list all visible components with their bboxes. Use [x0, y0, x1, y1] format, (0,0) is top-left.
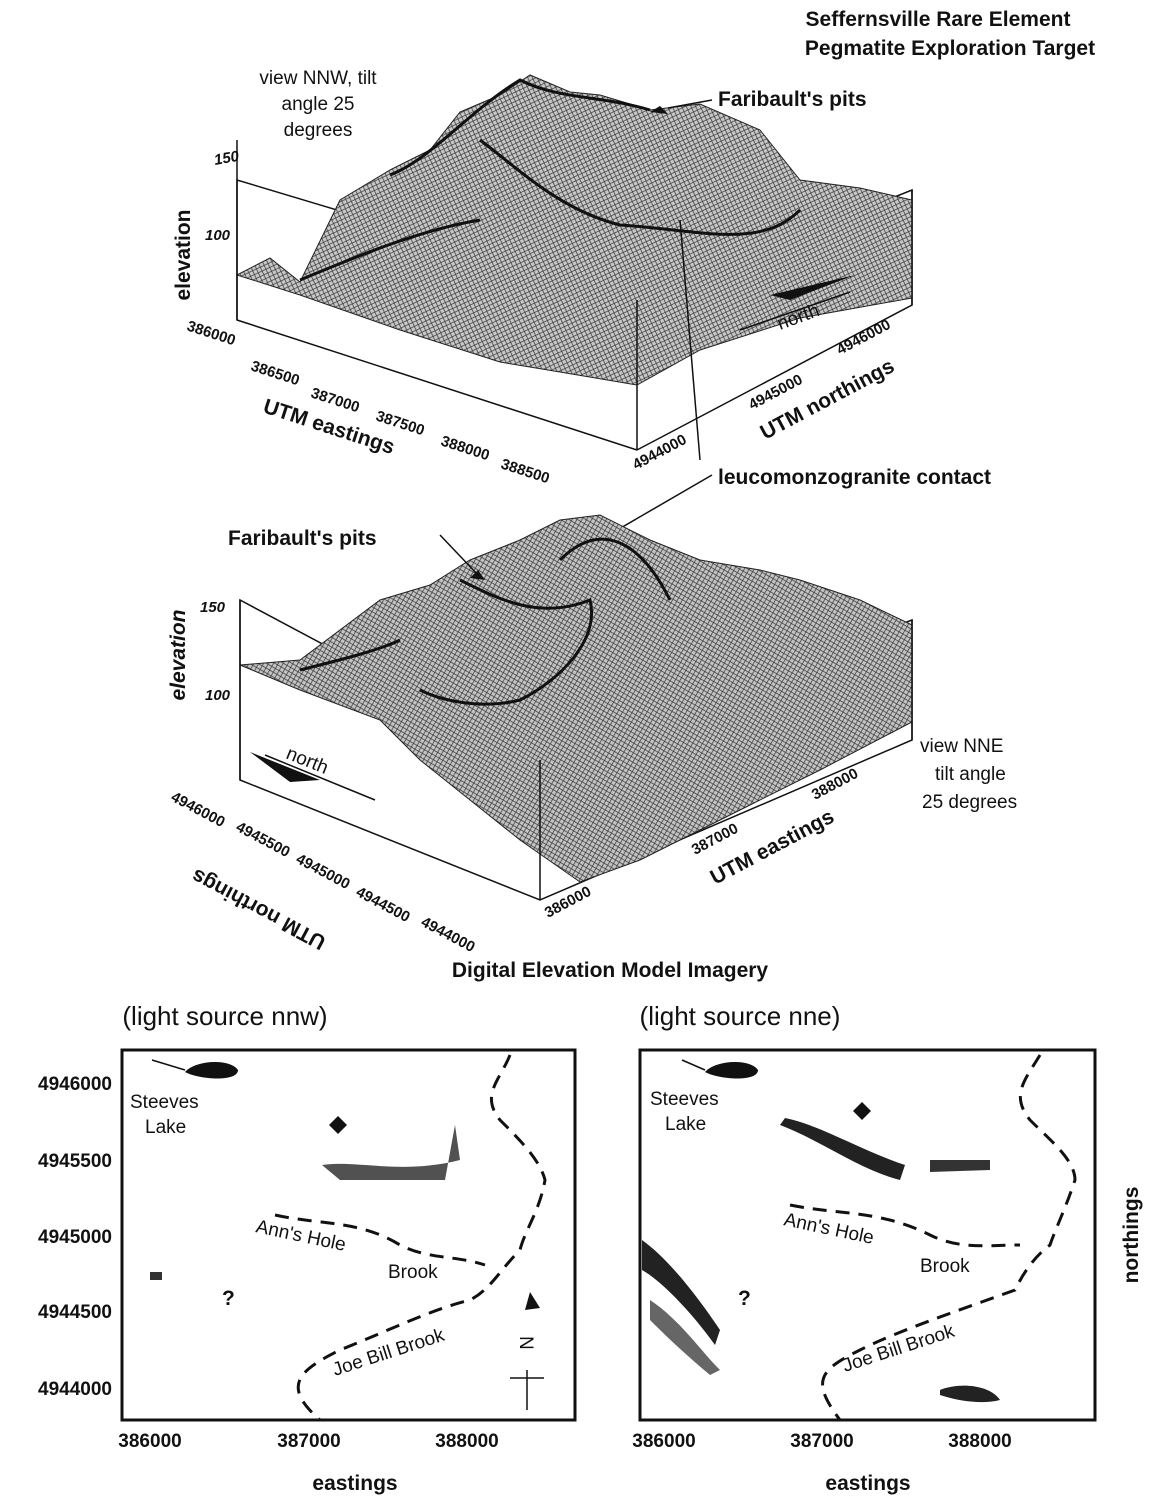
y-label: northings	[1120, 1187, 1143, 1284]
x-tick: 387000	[790, 1431, 853, 1452]
note: view NNE	[920, 736, 1003, 757]
shape	[150, 1272, 162, 1280]
lake-label: Steeves	[130, 1092, 199, 1113]
title: Seffernsville Rare Element	[806, 8, 1071, 31]
y-tick: 4945500	[233, 819, 293, 861]
bottom-surface	[240, 515, 912, 900]
x-tick: 388000	[435, 1431, 498, 1452]
dem-title: Digital Elevation Model Imagery	[452, 959, 769, 982]
pits-label: Faribault's pits	[228, 527, 377, 550]
contact-label: leucomonzogranite contact	[718, 466, 991, 489]
x-tick: 386000	[185, 318, 238, 350]
x-tick: 386000	[632, 1431, 695, 1452]
north-label: N	[515, 1336, 536, 1350]
pits-label: Faribault's pits	[718, 88, 867, 111]
z-tick: 100	[205, 227, 231, 244]
y-tick: 4945000	[293, 851, 353, 893]
x-tick: 386500	[249, 358, 302, 390]
y-tick: 4945000	[38, 1227, 112, 1248]
figure: Seffernsville Rare Element Pegmatite Exp…	[0, 0, 1152, 1500]
x-tick: 388500	[499, 456, 552, 488]
x-tick: 386000	[118, 1431, 181, 1452]
y-tick: 4946000	[168, 789, 228, 831]
x-label: eastings	[825, 1472, 910, 1495]
z-tick: 150	[200, 599, 226, 616]
unknown-mark: ?	[738, 1287, 751, 1310]
lake-label: Lake	[145, 1117, 186, 1138]
note: degrees	[284, 120, 353, 141]
note: tilt angle	[935, 764, 1006, 785]
z-tick: 100	[205, 687, 231, 704]
y-tick: 4944000	[38, 1379, 112, 1400]
x-tick: 386000	[542, 883, 594, 922]
y-tick: 4944500	[353, 884, 413, 926]
y-tick: 4946000	[38, 1074, 112, 1095]
title: Pegmatite Exploration Target	[805, 37, 1095, 60]
x-tick: 388000	[439, 433, 492, 465]
x-label: eastings	[312, 1472, 397, 1495]
z-label: elevation	[167, 609, 190, 700]
note: 25 degrees	[922, 792, 1017, 813]
x-label: UTM eastings	[707, 805, 838, 889]
z-label: elevation	[172, 209, 195, 300]
unknown-mark: ?	[222, 1287, 235, 1310]
brook-label: Brook	[388, 1262, 438, 1283]
note: view NNW, tilt	[259, 68, 377, 89]
x-tick: 388000	[948, 1431, 1011, 1452]
note: angle 25	[282, 94, 355, 115]
y-tick: 4944500	[38, 1302, 112, 1323]
brook-label: Brook	[920, 1256, 970, 1277]
panel-subtitle: (light source nnw)	[122, 1001, 327, 1031]
y-tick: 4945500	[38, 1151, 112, 1172]
shape	[930, 1160, 990, 1172]
lake-label: Lake	[665, 1114, 706, 1135]
y-tick: 4946000	[834, 316, 894, 358]
panel-subtitle: (light source nne)	[640, 1001, 841, 1031]
y-tick: 4944000	[418, 914, 478, 956]
x-tick: 387000	[277, 1431, 340, 1452]
y-label: UTM northings	[188, 864, 330, 954]
lake-label: Steeves	[650, 1089, 719, 1110]
